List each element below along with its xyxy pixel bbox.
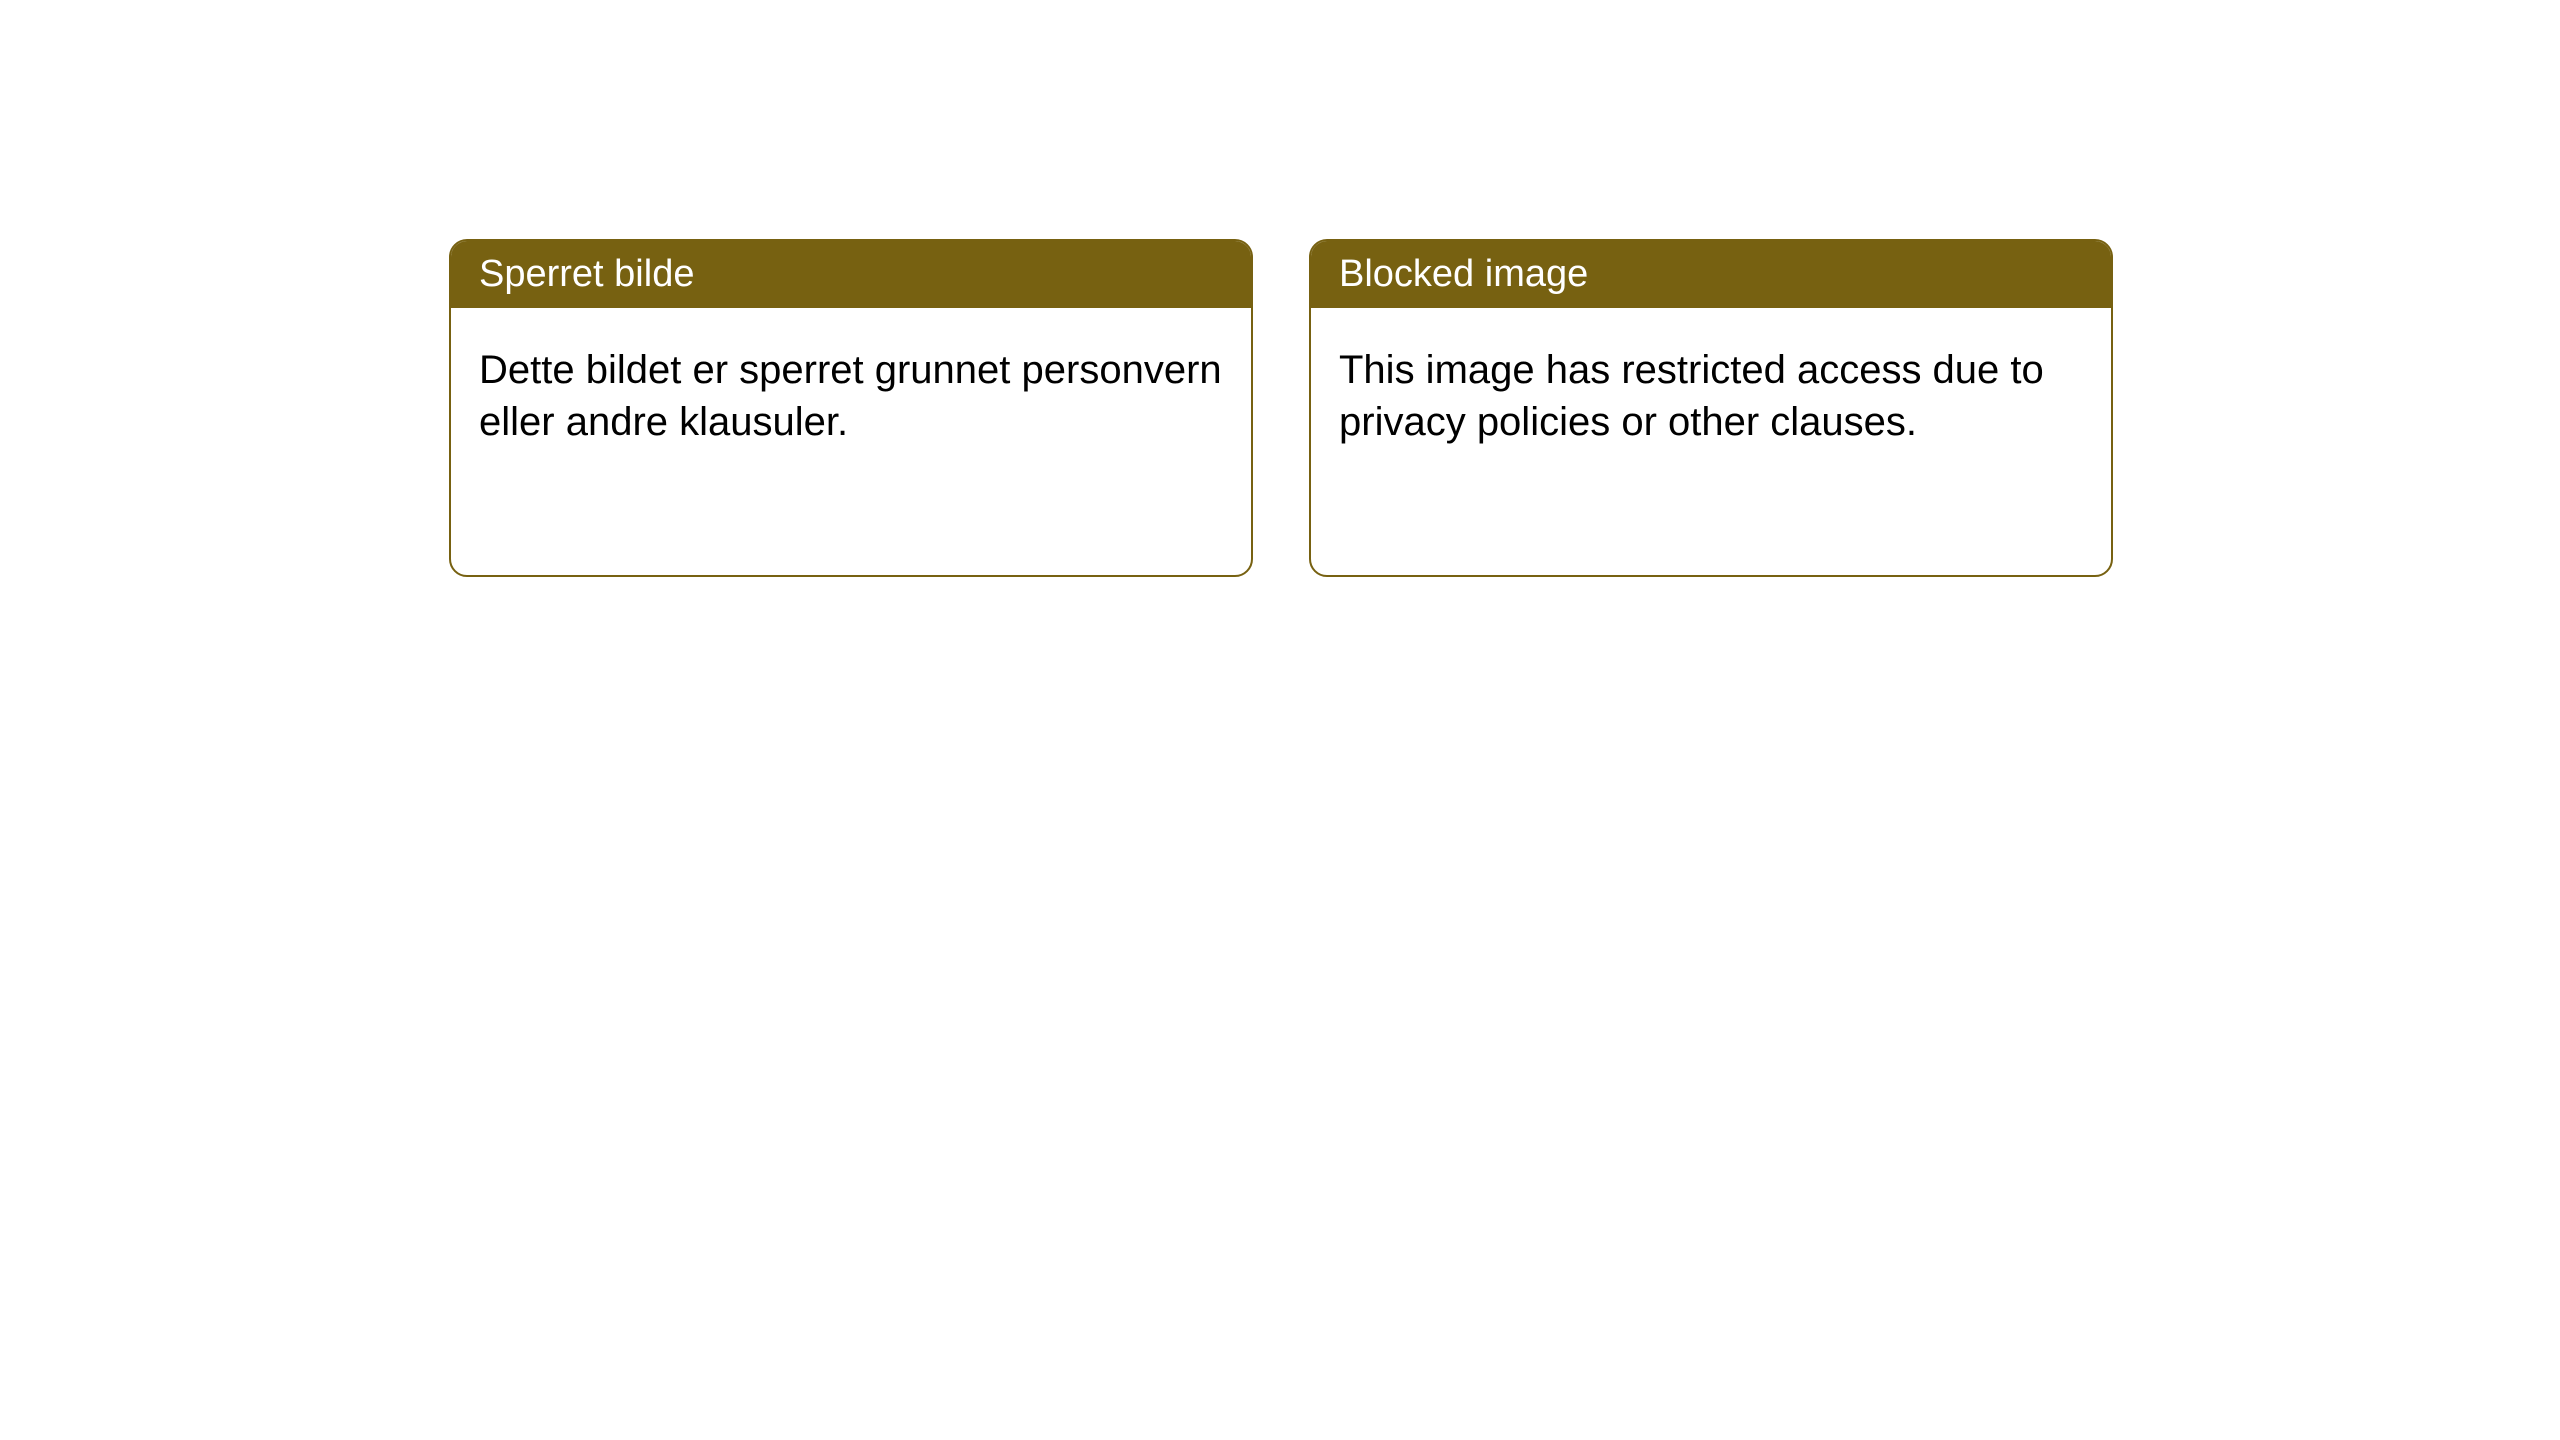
notice-card-header: Sperret bilde — [451, 241, 1251, 308]
notice-card-body: This image has restricted access due to … — [1311, 308, 2111, 484]
notice-card-english: Blocked image This image has restricted … — [1309, 239, 2113, 577]
notice-title: Blocked image — [1339, 253, 1588, 295]
notice-title: Sperret bilde — [479, 253, 694, 295]
notice-body-text: Dette bildet er sperret grunnet personve… — [479, 348, 1222, 444]
notice-container: Sperret bilde Dette bildet er sperret gr… — [0, 0, 2560, 577]
notice-card-header: Blocked image — [1311, 241, 2111, 308]
notice-body-text: This image has restricted access due to … — [1339, 348, 2044, 444]
notice-card-norwegian: Sperret bilde Dette bildet er sperret gr… — [449, 239, 1253, 577]
notice-card-body: Dette bildet er sperret grunnet personve… — [451, 308, 1251, 484]
